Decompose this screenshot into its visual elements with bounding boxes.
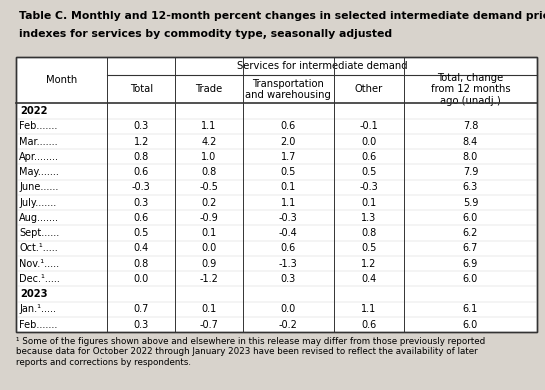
Text: 0.6: 0.6	[281, 243, 296, 254]
Text: 0.3: 0.3	[134, 320, 149, 330]
Text: 0.0: 0.0	[361, 136, 377, 147]
Text: 0.6: 0.6	[281, 121, 296, 131]
Text: -0.3: -0.3	[360, 182, 378, 192]
Text: Mar.......: Mar.......	[19, 136, 58, 147]
Text: Total, change
from 12 months
ago (unadj.): Total, change from 12 months ago (unadj.…	[431, 73, 510, 106]
Text: 6.2: 6.2	[463, 228, 478, 238]
Text: 0.5: 0.5	[361, 243, 377, 254]
Text: 1.0: 1.0	[201, 152, 216, 162]
Text: 0.6: 0.6	[134, 167, 149, 177]
Text: 0.8: 0.8	[134, 259, 149, 269]
Text: 0.6: 0.6	[361, 320, 377, 330]
Text: 6.3: 6.3	[463, 182, 478, 192]
Text: 6.0: 6.0	[463, 213, 478, 223]
Text: -0.5: -0.5	[199, 182, 219, 192]
Text: 8.4: 8.4	[463, 136, 478, 147]
Text: -0.9: -0.9	[199, 213, 219, 223]
Text: 0.5: 0.5	[281, 167, 296, 177]
Text: 0.1: 0.1	[281, 182, 296, 192]
Text: Nov.¹.....: Nov.¹.....	[19, 259, 59, 269]
Text: June......: June......	[19, 182, 58, 192]
Text: Feb.......: Feb.......	[19, 121, 57, 131]
Text: Dec.¹.....: Dec.¹.....	[19, 274, 60, 284]
Text: Sept......: Sept......	[19, 228, 59, 238]
Text: 0.0: 0.0	[281, 304, 296, 314]
Text: Total: Total	[130, 84, 153, 94]
Text: -1.2: -1.2	[199, 274, 219, 284]
Text: 0.0: 0.0	[201, 243, 216, 254]
Text: 1.2: 1.2	[134, 136, 149, 147]
Text: -0.3: -0.3	[279, 213, 298, 223]
Text: 2023: 2023	[20, 289, 47, 299]
Text: Apr........: Apr........	[19, 152, 59, 162]
Text: 1.1: 1.1	[281, 198, 296, 207]
Text: 6.9: 6.9	[463, 259, 478, 269]
Text: 0.1: 0.1	[201, 304, 216, 314]
Text: Other: Other	[355, 84, 383, 94]
Text: Feb.......: Feb.......	[19, 320, 57, 330]
Text: May.......: May.......	[19, 167, 59, 177]
Text: indexes for services by commodity type, seasonally adjusted: indexes for services by commodity type, …	[19, 29, 392, 39]
Text: 6.7: 6.7	[463, 243, 478, 254]
Text: 0.8: 0.8	[201, 167, 216, 177]
Text: 0.2: 0.2	[201, 198, 216, 207]
Text: 0.0: 0.0	[134, 274, 149, 284]
Text: -0.4: -0.4	[279, 228, 298, 238]
Text: Transportation
and warehousing: Transportation and warehousing	[245, 78, 331, 100]
Text: 0.3: 0.3	[134, 121, 149, 131]
Text: 1.2: 1.2	[361, 259, 377, 269]
Text: Aug.......: Aug.......	[19, 213, 59, 223]
Text: Jan.¹.....: Jan.¹.....	[19, 304, 56, 314]
Text: Trade: Trade	[195, 84, 222, 94]
Text: 2022: 2022	[20, 106, 47, 116]
Text: Oct.¹.....: Oct.¹.....	[19, 243, 58, 254]
Text: 0.8: 0.8	[361, 228, 377, 238]
Text: ¹ Some of the figures shown above and elsewhere in this release may differ from : ¹ Some of the figures shown above and el…	[16, 337, 486, 367]
Text: 0.4: 0.4	[361, 274, 377, 284]
Text: -0.2: -0.2	[279, 320, 298, 330]
Text: 0.5: 0.5	[134, 228, 149, 238]
Text: 7.9: 7.9	[463, 167, 478, 177]
Text: 5.9: 5.9	[463, 198, 478, 207]
Text: 0.5: 0.5	[361, 167, 377, 177]
Text: Services for intermediate demand: Services for intermediate demand	[237, 61, 408, 71]
Text: Table C. Monthly and 12-month percent changes in selected intermediate demand pr: Table C. Monthly and 12-month percent ch…	[19, 11, 545, 21]
Text: -0.3: -0.3	[132, 182, 150, 192]
Text: 0.6: 0.6	[134, 213, 149, 223]
Text: 1.1: 1.1	[361, 304, 377, 314]
Text: -1.3: -1.3	[279, 259, 298, 269]
Text: 0.3: 0.3	[134, 198, 149, 207]
Text: 7.8: 7.8	[463, 121, 478, 131]
Text: Month: Month	[46, 75, 77, 85]
Text: 6.1: 6.1	[463, 304, 478, 314]
Text: 1.7: 1.7	[281, 152, 296, 162]
Text: 0.8: 0.8	[134, 152, 149, 162]
Text: -0.7: -0.7	[199, 320, 219, 330]
Text: July.......: July.......	[19, 198, 56, 207]
Text: -0.1: -0.1	[360, 121, 378, 131]
Text: 0.1: 0.1	[201, 228, 216, 238]
Text: 6.0: 6.0	[463, 320, 478, 330]
Text: 0.7: 0.7	[134, 304, 149, 314]
Text: 0.6: 0.6	[361, 152, 377, 162]
Text: 0.1: 0.1	[361, 198, 377, 207]
Text: 0.4: 0.4	[134, 243, 149, 254]
Text: 6.0: 6.0	[463, 274, 478, 284]
Text: 1.3: 1.3	[361, 213, 377, 223]
Text: 1.1: 1.1	[201, 121, 216, 131]
Text: 0.9: 0.9	[201, 259, 216, 269]
Text: 8.0: 8.0	[463, 152, 478, 162]
Text: 0.3: 0.3	[281, 274, 296, 284]
Text: 4.2: 4.2	[201, 136, 216, 147]
Text: 2.0: 2.0	[281, 136, 296, 147]
